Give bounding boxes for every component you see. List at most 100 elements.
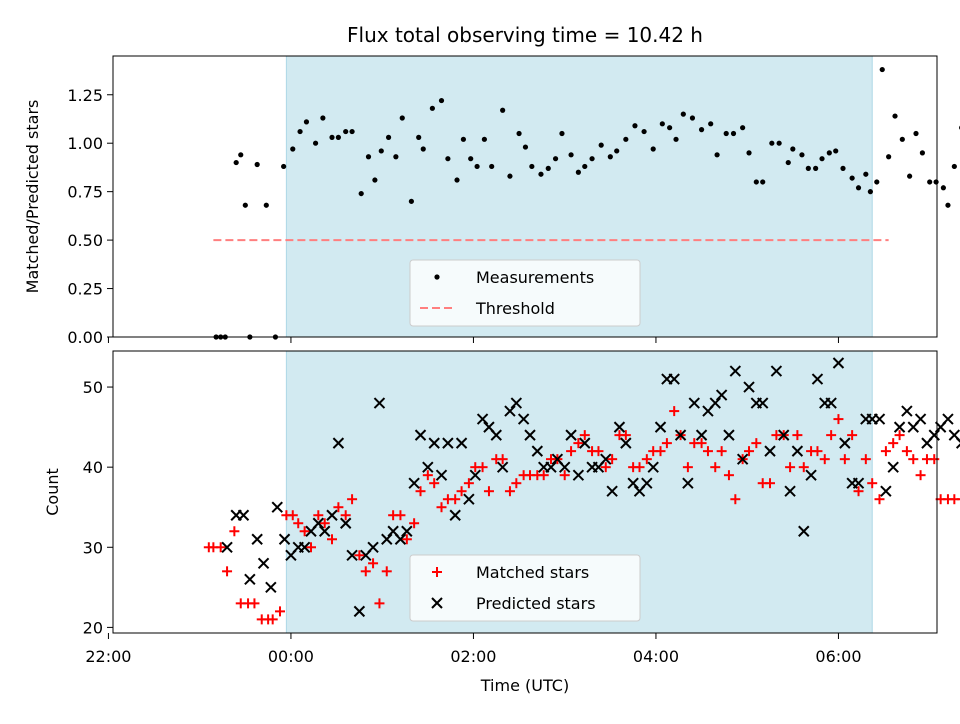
predicted-point-b xyxy=(729,365,742,377)
measurement-point xyxy=(568,152,574,158)
measurement-point xyxy=(335,134,341,140)
matched-point xyxy=(655,446,666,457)
measurement-point xyxy=(589,156,595,162)
legend-marker-predicted-b xyxy=(431,597,443,609)
legend-label: Predicted stars xyxy=(476,594,596,613)
predicted-point-b xyxy=(757,397,769,409)
predicted-point-b xyxy=(942,413,954,425)
measurement-point xyxy=(378,148,384,154)
predicted-point-b xyxy=(428,437,440,449)
measurement-point xyxy=(408,198,414,204)
matched-point xyxy=(702,446,713,457)
predicted-point-b xyxy=(647,461,659,473)
predicted-point-b xyxy=(715,389,728,401)
matched-point xyxy=(710,462,721,473)
predicted-point-b xyxy=(627,477,639,489)
measurement-point xyxy=(940,185,946,191)
predicted-point xyxy=(414,429,427,441)
x-tick-label: 02:00 xyxy=(450,647,496,666)
measurement-point xyxy=(254,161,260,168)
matched-point xyxy=(497,454,508,465)
measurement-point xyxy=(481,136,487,142)
matched-point xyxy=(333,502,344,513)
legend: Measurements Threshold xyxy=(409,259,641,327)
measurement-point xyxy=(420,146,426,152)
predicted-point xyxy=(428,437,440,449)
matched-point xyxy=(915,470,926,481)
series-measurements xyxy=(213,66,960,340)
legend-label: Threshold xyxy=(475,299,555,318)
top-panel-ratio: 0.00 0.25 0.50 0.75 1.00 1.25 Matched/Predicte… xyxy=(23,55,960,347)
measurement-point xyxy=(892,113,898,119)
predicted-point xyxy=(244,573,256,586)
predicted-point-b xyxy=(367,541,379,553)
y-tick-label: 1.00 xyxy=(67,134,103,153)
predicted-point xyxy=(221,541,233,553)
matched-point xyxy=(415,486,426,497)
predicted-point xyxy=(545,461,557,473)
predicted-point-b xyxy=(469,469,481,481)
predicted-point-b xyxy=(770,365,783,377)
measurement-point xyxy=(855,185,862,191)
measurement-point xyxy=(813,165,819,171)
predicted-point-b xyxy=(414,429,427,441)
predicted-point xyxy=(517,413,530,425)
matched-point xyxy=(274,606,285,617)
measurement-point xyxy=(667,125,673,131)
predicted-point-b xyxy=(455,437,468,449)
legend-marker-matched xyxy=(432,567,442,577)
measurement-point xyxy=(689,115,696,121)
predicted-point-b xyxy=(613,421,626,433)
predicted-point-b xyxy=(852,477,865,489)
measurement-point xyxy=(698,127,705,133)
matched-point xyxy=(607,454,618,465)
predicted-point xyxy=(298,541,311,553)
measurement-point xyxy=(641,128,647,135)
predicted-point xyxy=(695,429,708,441)
matched-point xyxy=(620,430,631,441)
predicted-point-b xyxy=(764,445,776,457)
matched-point xyxy=(792,430,803,441)
matched-point xyxy=(538,470,549,481)
predicted-point-b xyxy=(558,461,571,473)
legend: Matched stars Predicted stars xyxy=(409,554,641,622)
predicted-point xyxy=(449,509,461,521)
predicted-point-b xyxy=(709,397,721,409)
predicted-point xyxy=(839,437,851,449)
matched-point xyxy=(765,478,776,489)
matched-point xyxy=(901,446,912,457)
matched-point xyxy=(299,526,310,537)
predicted-point-b xyxy=(531,445,544,457)
predicted-point xyxy=(265,581,277,594)
matched-point xyxy=(956,498,960,501)
matched-point xyxy=(634,462,645,473)
predicted-point-b xyxy=(579,437,591,449)
measurement-point xyxy=(945,202,951,208)
predicted-point-b xyxy=(476,413,489,425)
predicted-point-b xyxy=(517,413,530,425)
predicted-point-b xyxy=(483,421,495,433)
measurement-point xyxy=(438,97,445,104)
predicted-point xyxy=(435,469,448,481)
y-axis-label: Count xyxy=(43,468,62,516)
measurement-point xyxy=(951,163,957,170)
measurement-point xyxy=(385,134,392,140)
matched-point xyxy=(436,502,447,513)
predicted-point-b xyxy=(688,397,700,409)
predicted-point-b xyxy=(312,517,325,529)
predicted-point xyxy=(381,533,393,545)
predicted-point xyxy=(777,429,790,441)
predicted-point-b xyxy=(839,437,851,449)
measurement-point xyxy=(312,140,319,146)
predicted-point xyxy=(674,429,687,441)
predicted-point-b xyxy=(394,533,407,545)
measurement-point xyxy=(460,136,467,142)
matched-point xyxy=(880,446,891,457)
matched-point xyxy=(395,510,406,521)
predicted-point-b xyxy=(244,573,256,586)
measurement-point xyxy=(281,163,287,170)
measurement-point xyxy=(242,202,248,208)
matched-point xyxy=(641,454,652,465)
predicted-point-b xyxy=(278,533,291,545)
matched-point xyxy=(422,470,433,481)
